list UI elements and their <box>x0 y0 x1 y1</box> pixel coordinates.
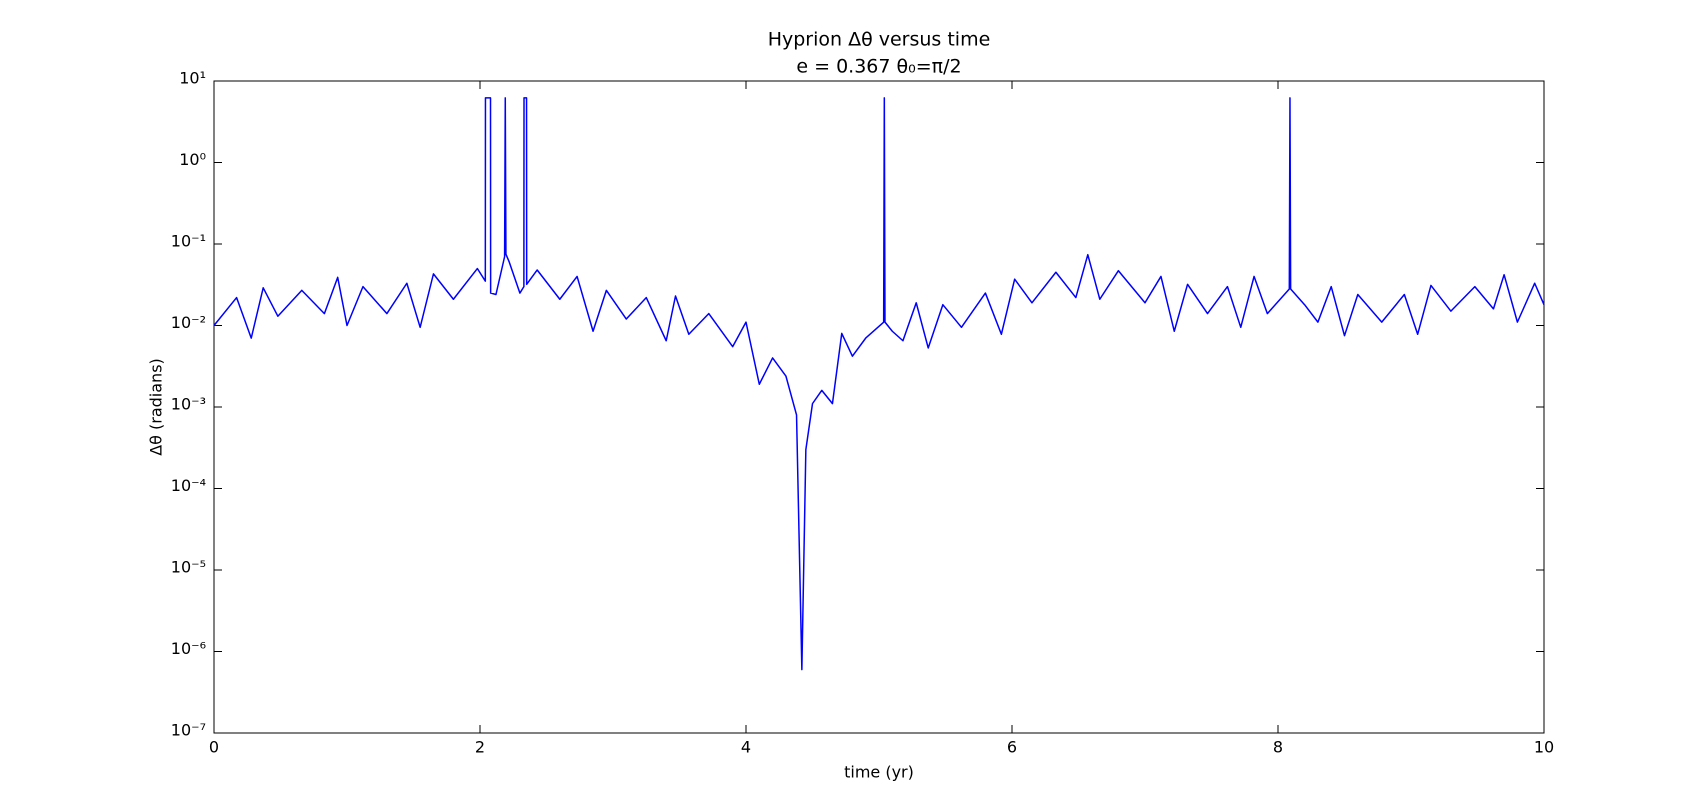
y-tick-label: 10⁻⁷ <box>171 721 206 740</box>
x-tick-label: 10 <box>1534 738 1554 757</box>
x-tick-label: 6 <box>1007 738 1017 757</box>
y-tick-label: 10⁰ <box>179 150 206 169</box>
chart-title: Hyprion Δθ versus time <box>768 29 991 51</box>
y-tick-label: 10¹ <box>179 69 206 88</box>
chart-subtitle: e = 0.367 θ₀=π/2 <box>796 56 961 78</box>
y-tick-label: 10⁻⁵ <box>171 558 206 577</box>
y-tick-label: 10⁻⁴ <box>171 476 206 495</box>
data-line <box>213 97 1545 671</box>
y-tick-label: 10⁻⁶ <box>171 639 206 658</box>
x-tick-label: 0 <box>209 738 219 757</box>
x-tick-label: 8 <box>1273 738 1283 757</box>
y-axis-label: Δθ (radians) <box>147 358 166 456</box>
y-tick-label: 10⁻² <box>171 313 206 332</box>
y-tick-label: 10⁻³ <box>171 395 206 414</box>
x-tick-label: 4 <box>741 738 751 757</box>
x-tick-label: 2 <box>475 738 485 757</box>
plot-frame <box>213 80 1545 734</box>
y-tick-label: 10⁻¹ <box>171 232 206 251</box>
x-axis-label: time (yr) <box>844 763 914 782</box>
